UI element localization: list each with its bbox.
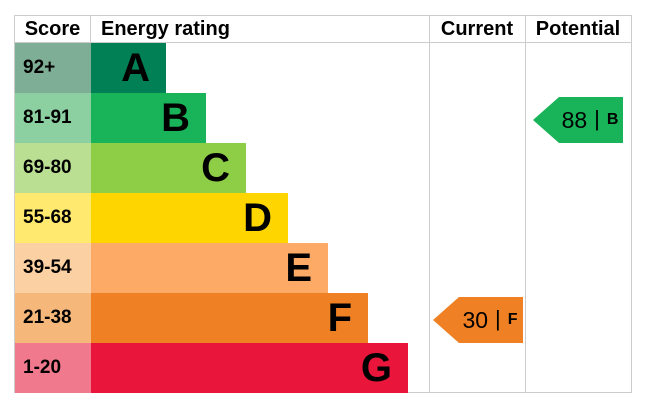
band-bar: D [91, 193, 288, 243]
band-bar: F [91, 293, 368, 343]
current-rating-separator: | [495, 306, 501, 331]
band-row-a: 92+ A [15, 43, 631, 93]
band-score-cell: 81-91 [15, 93, 91, 143]
band-bar: B [91, 93, 206, 143]
band-score-cell: 1-20 [15, 343, 91, 393]
header-energy-rating: Energy rating [101, 18, 230, 40]
current-rating-band: F [507, 311, 518, 328]
table-header: Score Energy rating Current Potential [15, 16, 631, 43]
header-potential: Potential [535, 18, 621, 40]
band-score-cell: 55-68 [15, 193, 91, 243]
potential-column-divider [525, 16, 526, 392]
band-letter: E [285, 246, 312, 290]
band-letter: G [360, 346, 392, 390]
band-score-cell: 92+ [15, 43, 91, 93]
band-letter: B [161, 96, 190, 140]
epc-rating-chart: Score Energy rating Current Potential 92… [14, 15, 632, 393]
current-column-divider [429, 16, 430, 392]
band-bar: G [91, 343, 408, 393]
potential-rating-value: 88 [561, 106, 588, 133]
band-row-b: 81-91 B [15, 93, 631, 143]
band-score-cell: 69-80 [15, 143, 91, 193]
band-row-d: 55-68 D [15, 193, 631, 243]
header-score: Score [15, 16, 91, 42]
band-bar: C [91, 143, 246, 193]
band-letter: A [121, 46, 150, 90]
band-letter: C [201, 146, 230, 190]
potential-rating-band: B [606, 111, 619, 128]
band-letter: F [327, 296, 352, 340]
current-rating-value: 30 [462, 306, 489, 333]
potential-rating-separator: | [594, 106, 600, 131]
band-row-c: 69-80 C [15, 143, 631, 193]
band-bar: A [91, 43, 166, 93]
band-row-g: 1-20 G [15, 343, 631, 393]
band-score-cell: 21-38 [15, 293, 91, 343]
band-bar: E [91, 243, 328, 293]
band-letter: D [243, 196, 272, 240]
current-rating-arrow: 30 | F [433, 297, 523, 343]
header-current: Current [440, 18, 514, 40]
band-score-cell: 39-54 [15, 243, 91, 293]
band-row-f: 21-38 F [15, 293, 631, 343]
band-row-e: 39-54 E [15, 243, 631, 293]
